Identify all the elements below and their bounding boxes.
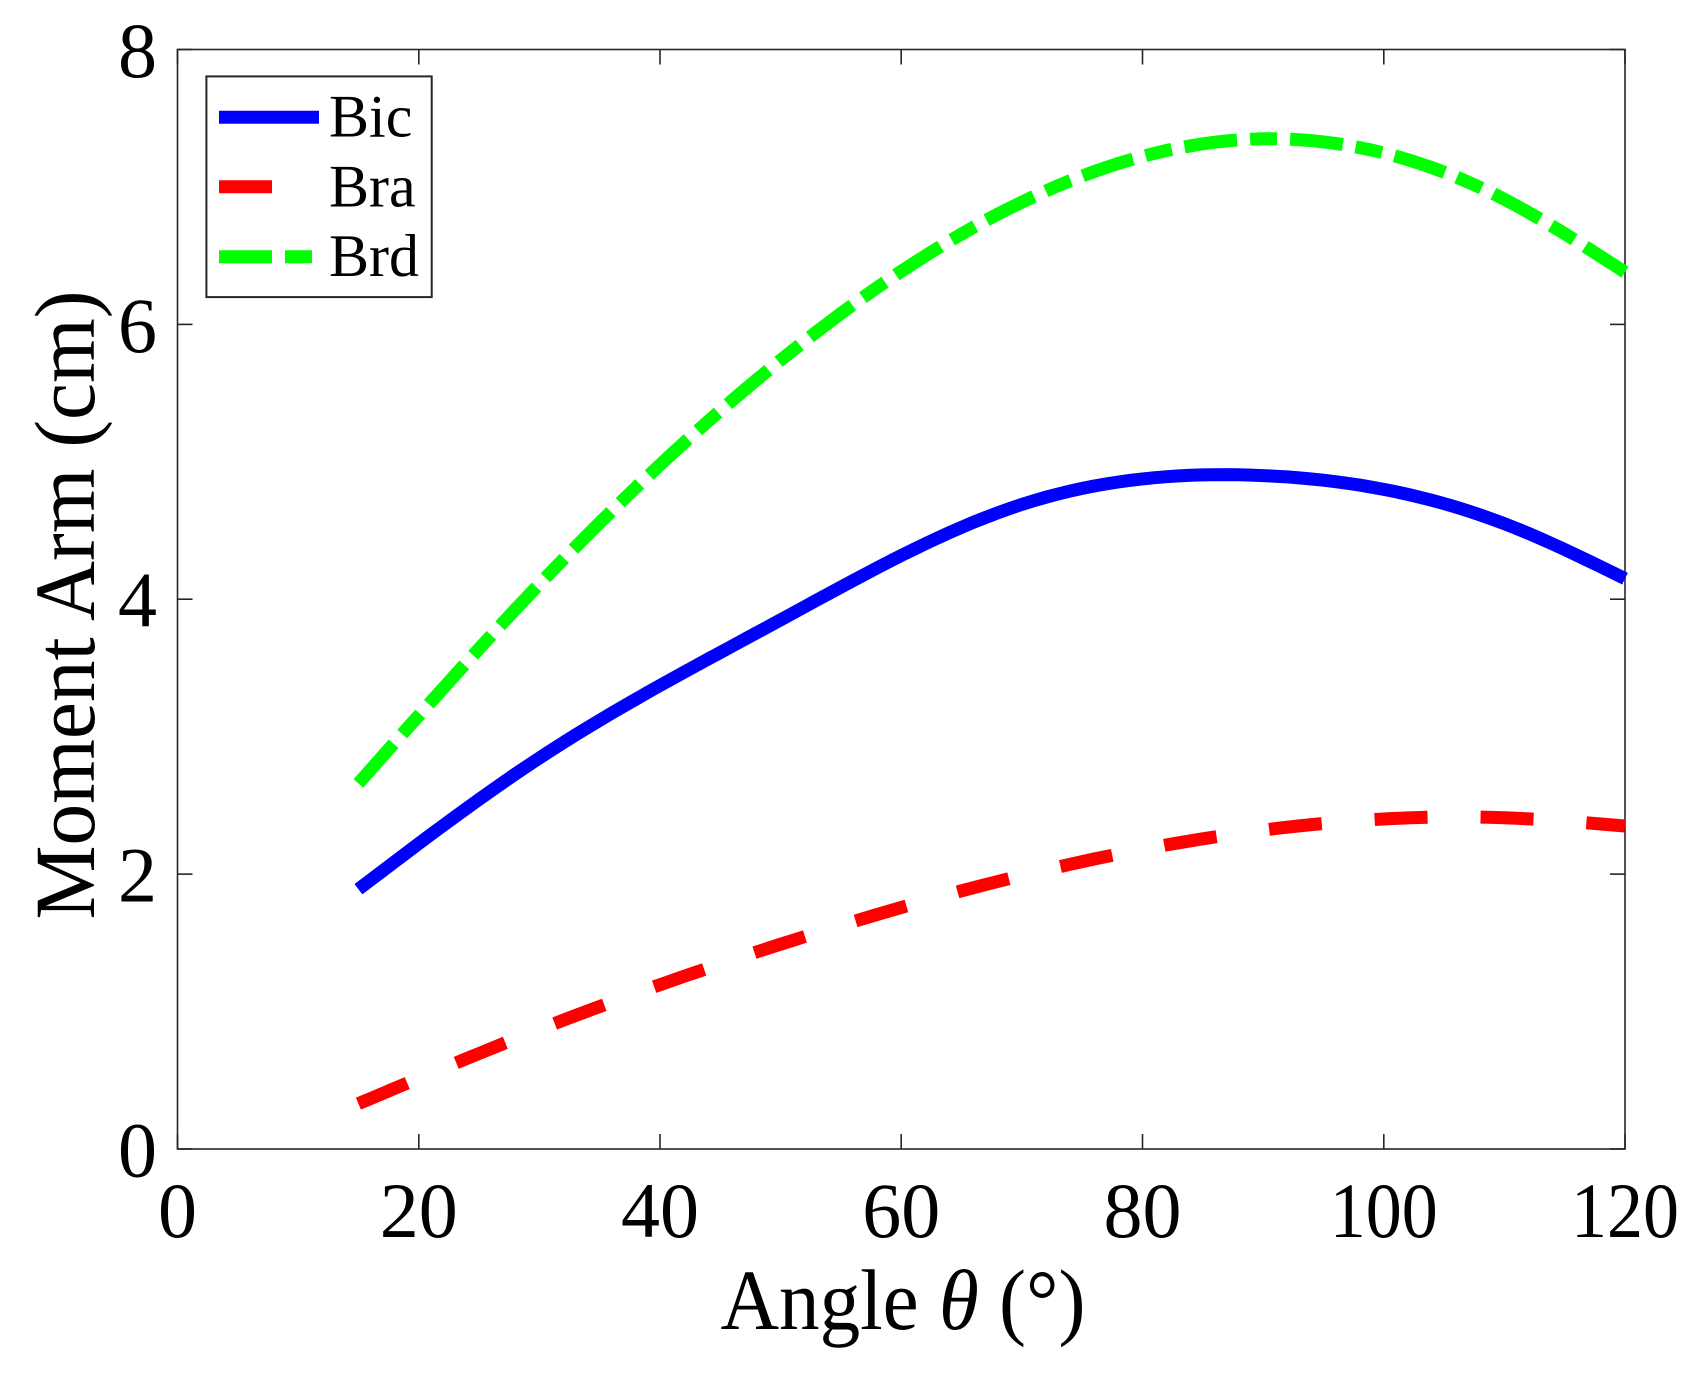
svg-text:Moment Arm (cm): Moment Arm (cm)	[17, 291, 113, 920]
svg-text:Brd: Brd	[329, 223, 419, 289]
svg-text:40: 40	[621, 1167, 699, 1254]
svg-text:120: 120	[1571, 1167, 1679, 1254]
svg-text:6: 6	[118, 282, 157, 369]
svg-text:8: 8	[118, 7, 157, 94]
svg-text:Angle θ (°): Angle θ (°)	[721, 1252, 1086, 1348]
svg-text:Bic: Bic	[329, 84, 412, 150]
svg-text:80: 80	[1104, 1167, 1182, 1254]
svg-text:100: 100	[1330, 1167, 1438, 1254]
svg-text:0: 0	[158, 1167, 197, 1254]
svg-text:60: 60	[862, 1167, 940, 1254]
svg-text:2: 2	[118, 832, 157, 919]
svg-text:4: 4	[118, 557, 157, 644]
svg-text:Bra: Bra	[329, 153, 416, 219]
svg-text:0: 0	[118, 1107, 157, 1194]
svg-text:20: 20	[380, 1167, 458, 1254]
